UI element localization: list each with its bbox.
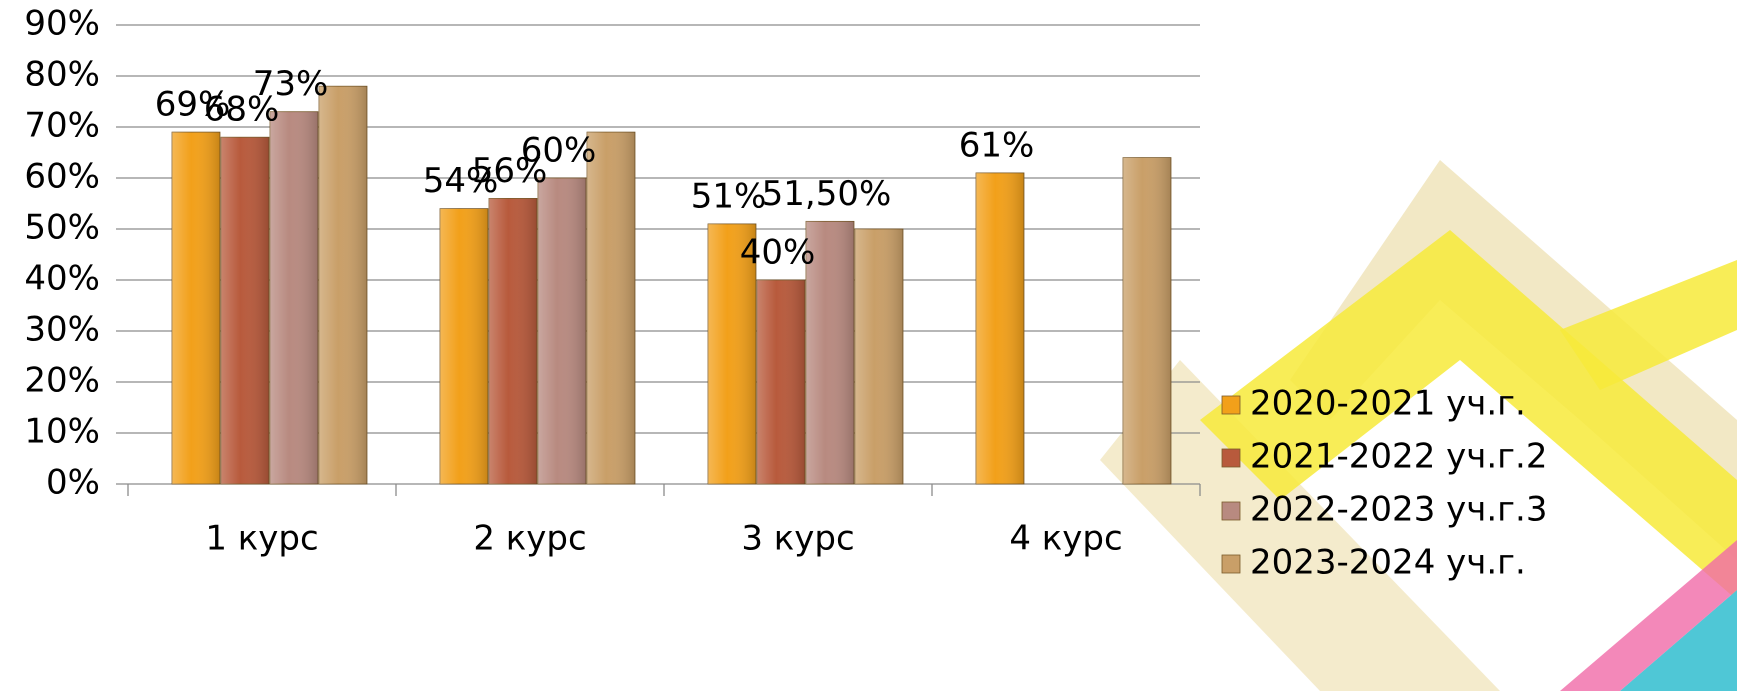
legend-swatch (1221, 395, 1241, 415)
legend-label: 2021-2022 уч.г.2 (1250, 437, 1547, 477)
data-label: 56% (472, 151, 548, 191)
data-label: 68% (204, 90, 280, 130)
bar-shade (538, 178, 586, 484)
y-tick-label: 40% (24, 259, 100, 299)
y-tick-label: 70% (24, 106, 100, 146)
data-label: 51,50% (762, 174, 892, 214)
y-tick-label: 50% (24, 208, 100, 248)
bar-shade (708, 223, 756, 484)
bar-shade (270, 111, 318, 484)
data-label: 40% (740, 233, 816, 273)
y-tick-label: 60% (24, 157, 100, 197)
y-tick-label: 0% (46, 463, 100, 503)
bar-shade (855, 229, 903, 484)
data-label: 69% (155, 85, 231, 125)
y-tick-label: 10% (24, 412, 100, 452)
background-decoration (1100, 160, 1737, 691)
data-label: 61% (959, 125, 1035, 165)
data-label: 60% (521, 131, 597, 171)
y-tick-label: 20% (24, 361, 100, 401)
data-label: 51% (691, 176, 767, 216)
x-tick-label: 3 курс (741, 519, 854, 559)
x-tick-label: 4 курс (1009, 519, 1122, 559)
bar-shade (587, 132, 635, 484)
data-label: 73% (253, 64, 329, 104)
legend-label: 2023-2024 уч.г. (1250, 543, 1526, 583)
bar-shade (757, 280, 805, 484)
legend-label: 2022-2023 уч.г.3 (1250, 490, 1547, 530)
bar-shade (489, 198, 537, 484)
legend-swatch (1221, 554, 1241, 574)
bar-shade (319, 86, 367, 484)
bar-shade (221, 137, 269, 484)
x-tick-label: 2 курс (473, 519, 586, 559)
bar-shade (976, 172, 1024, 484)
x-tick-label: 1 курс (205, 519, 318, 559)
data-label: 54% (423, 161, 499, 201)
y-tick-label: 90% (24, 4, 100, 44)
y-tick-label: 80% (24, 55, 100, 95)
bar-shade (172, 132, 220, 484)
bar-shade (1123, 157, 1171, 484)
bar-shade (806, 221, 854, 484)
y-tick-label: 30% (24, 310, 100, 350)
legend-swatch (1221, 501, 1241, 521)
legend-swatch (1221, 448, 1241, 468)
bar-shade (440, 208, 488, 484)
legend-label: 2020-2021 уч.г. (1250, 384, 1526, 424)
